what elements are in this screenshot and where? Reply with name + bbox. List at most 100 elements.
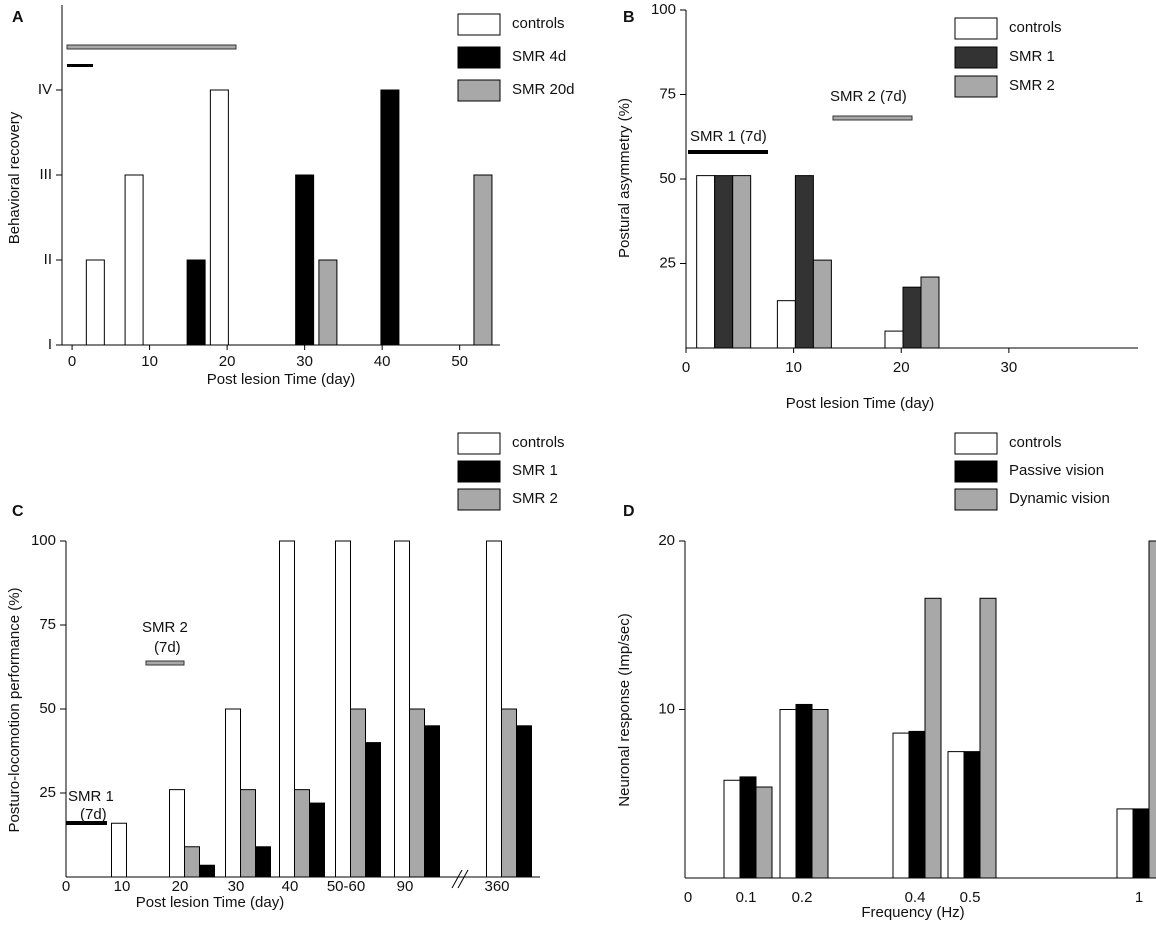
bar: [516, 725, 532, 878]
panel-label: D: [623, 503, 635, 520]
bar: [920, 276, 940, 349]
y-tick-label: IV: [38, 81, 52, 98]
bar: [1116, 808, 1134, 879]
axis-break: [457, 869, 469, 889]
x-tick-label: 1: [1135, 889, 1143, 906]
bar: [111, 822, 127, 878]
y-tick-label: III: [39, 166, 52, 183]
bar: [365, 742, 381, 878]
bar: [779, 709, 797, 879]
bar: [892, 732, 910, 879]
bar: [199, 864, 215, 878]
x-tick-label: 50-60: [327, 878, 365, 895]
legend-label: Dynamic vision: [1009, 490, 1110, 507]
bar: [85, 259, 105, 346]
legend-label: controls: [512, 434, 565, 451]
legend-swatch: [954, 488, 998, 511]
legend-label: controls: [1009, 434, 1062, 451]
x-tick-label: 0: [62, 878, 70, 895]
legend-swatch: [954, 460, 998, 483]
panel-label: A: [12, 9, 24, 26]
x-tick-label: 20: [172, 878, 189, 895]
legend-swatch: [457, 460, 501, 483]
axis-break: [451, 869, 463, 889]
x-axis-title: Frequency (Hz): [861, 904, 964, 921]
bar: [812, 259, 832, 349]
legend-swatch: [954, 17, 998, 40]
legend-swatch: [457, 79, 501, 102]
x-tick-label: 30: [1001, 359, 1018, 376]
annotation: SMR 2: [142, 619, 188, 636]
x-axis-title: Post lesion Time (day): [786, 395, 934, 412]
x-tick-label: 0: [682, 359, 690, 376]
bar: [124, 174, 144, 346]
period-bar: [67, 64, 93, 67]
legend-label: SMR 1: [1009, 48, 1055, 65]
legend-label: SMR 4d: [512, 48, 566, 65]
y-tick-label: 100: [31, 532, 56, 549]
x-tick-label: 50: [451, 353, 468, 370]
legend-label: SMR 2: [512, 490, 558, 507]
bar: [409, 708, 425, 878]
bar: [947, 751, 965, 879]
bar: [225, 708, 241, 878]
bar: [723, 779, 741, 879]
y-tick-label: 100: [651, 1, 676, 18]
y-axis-title: Neuronal response (Imp/sec): [616, 613, 633, 806]
period-bar: [145, 660, 185, 666]
bar: [294, 789, 310, 878]
x-tick-label: 40: [282, 878, 299, 895]
bar: [255, 846, 271, 878]
y-tick-label: 20: [658, 532, 675, 549]
x-tick-label: 20: [893, 359, 910, 376]
bar: [380, 89, 400, 346]
legend-swatch: [954, 46, 998, 69]
bar: [186, 259, 206, 346]
legend-swatch: [457, 488, 501, 511]
bar: [739, 776, 757, 879]
legend-label: SMR 2: [1009, 77, 1055, 94]
period-bar: [688, 150, 768, 154]
bar: [902, 286, 922, 349]
y-tick-label: 25: [659, 254, 676, 271]
bar: [424, 725, 440, 878]
annotation: SMR 2 (7d): [830, 88, 907, 105]
bar: [979, 597, 997, 879]
bar: [350, 708, 366, 878]
bar: [755, 786, 773, 879]
period-bar: [66, 44, 237, 50]
panel-label: B: [623, 9, 635, 26]
bar: [501, 708, 517, 878]
y-axis-title: Posturo-locomotion performance (%): [6, 587, 23, 832]
panel-label: C: [12, 503, 24, 520]
annotation: (7d): [154, 639, 181, 656]
bar: [279, 540, 295, 878]
x-tick-label: 40: [374, 353, 391, 370]
x-axis-title: Post lesion Time (day): [136, 894, 284, 911]
x-tick-label: 10: [141, 353, 158, 370]
y-tick-label: 50: [659, 170, 676, 187]
y-axis-title: Behavioral recovery: [6, 111, 23, 244]
x-tick-label: 360: [484, 878, 509, 895]
x-tick-label: 0.5: [960, 889, 981, 906]
annotation: SMR 1 (7d): [690, 128, 767, 145]
x-tick-label: 0.1: [736, 889, 757, 906]
legend-swatch: [457, 432, 501, 455]
annotation: (7d): [80, 806, 107, 823]
bar: [1132, 808, 1150, 879]
bar: [318, 259, 338, 346]
bar: [184, 846, 200, 878]
bar: [1148, 540, 1156, 879]
y-tick-label: I: [48, 336, 52, 353]
bar: [309, 802, 325, 878]
legend-label: SMR 20d: [512, 81, 575, 98]
period-bar: [66, 821, 107, 825]
legend-swatch: [954, 432, 998, 455]
legend-label: controls: [1009, 19, 1062, 36]
x-tick-label: 30: [296, 353, 313, 370]
bar: [714, 175, 734, 349]
y-tick-label: 25: [39, 784, 56, 801]
y-tick-label: II: [44, 251, 52, 268]
bar: [473, 174, 493, 346]
